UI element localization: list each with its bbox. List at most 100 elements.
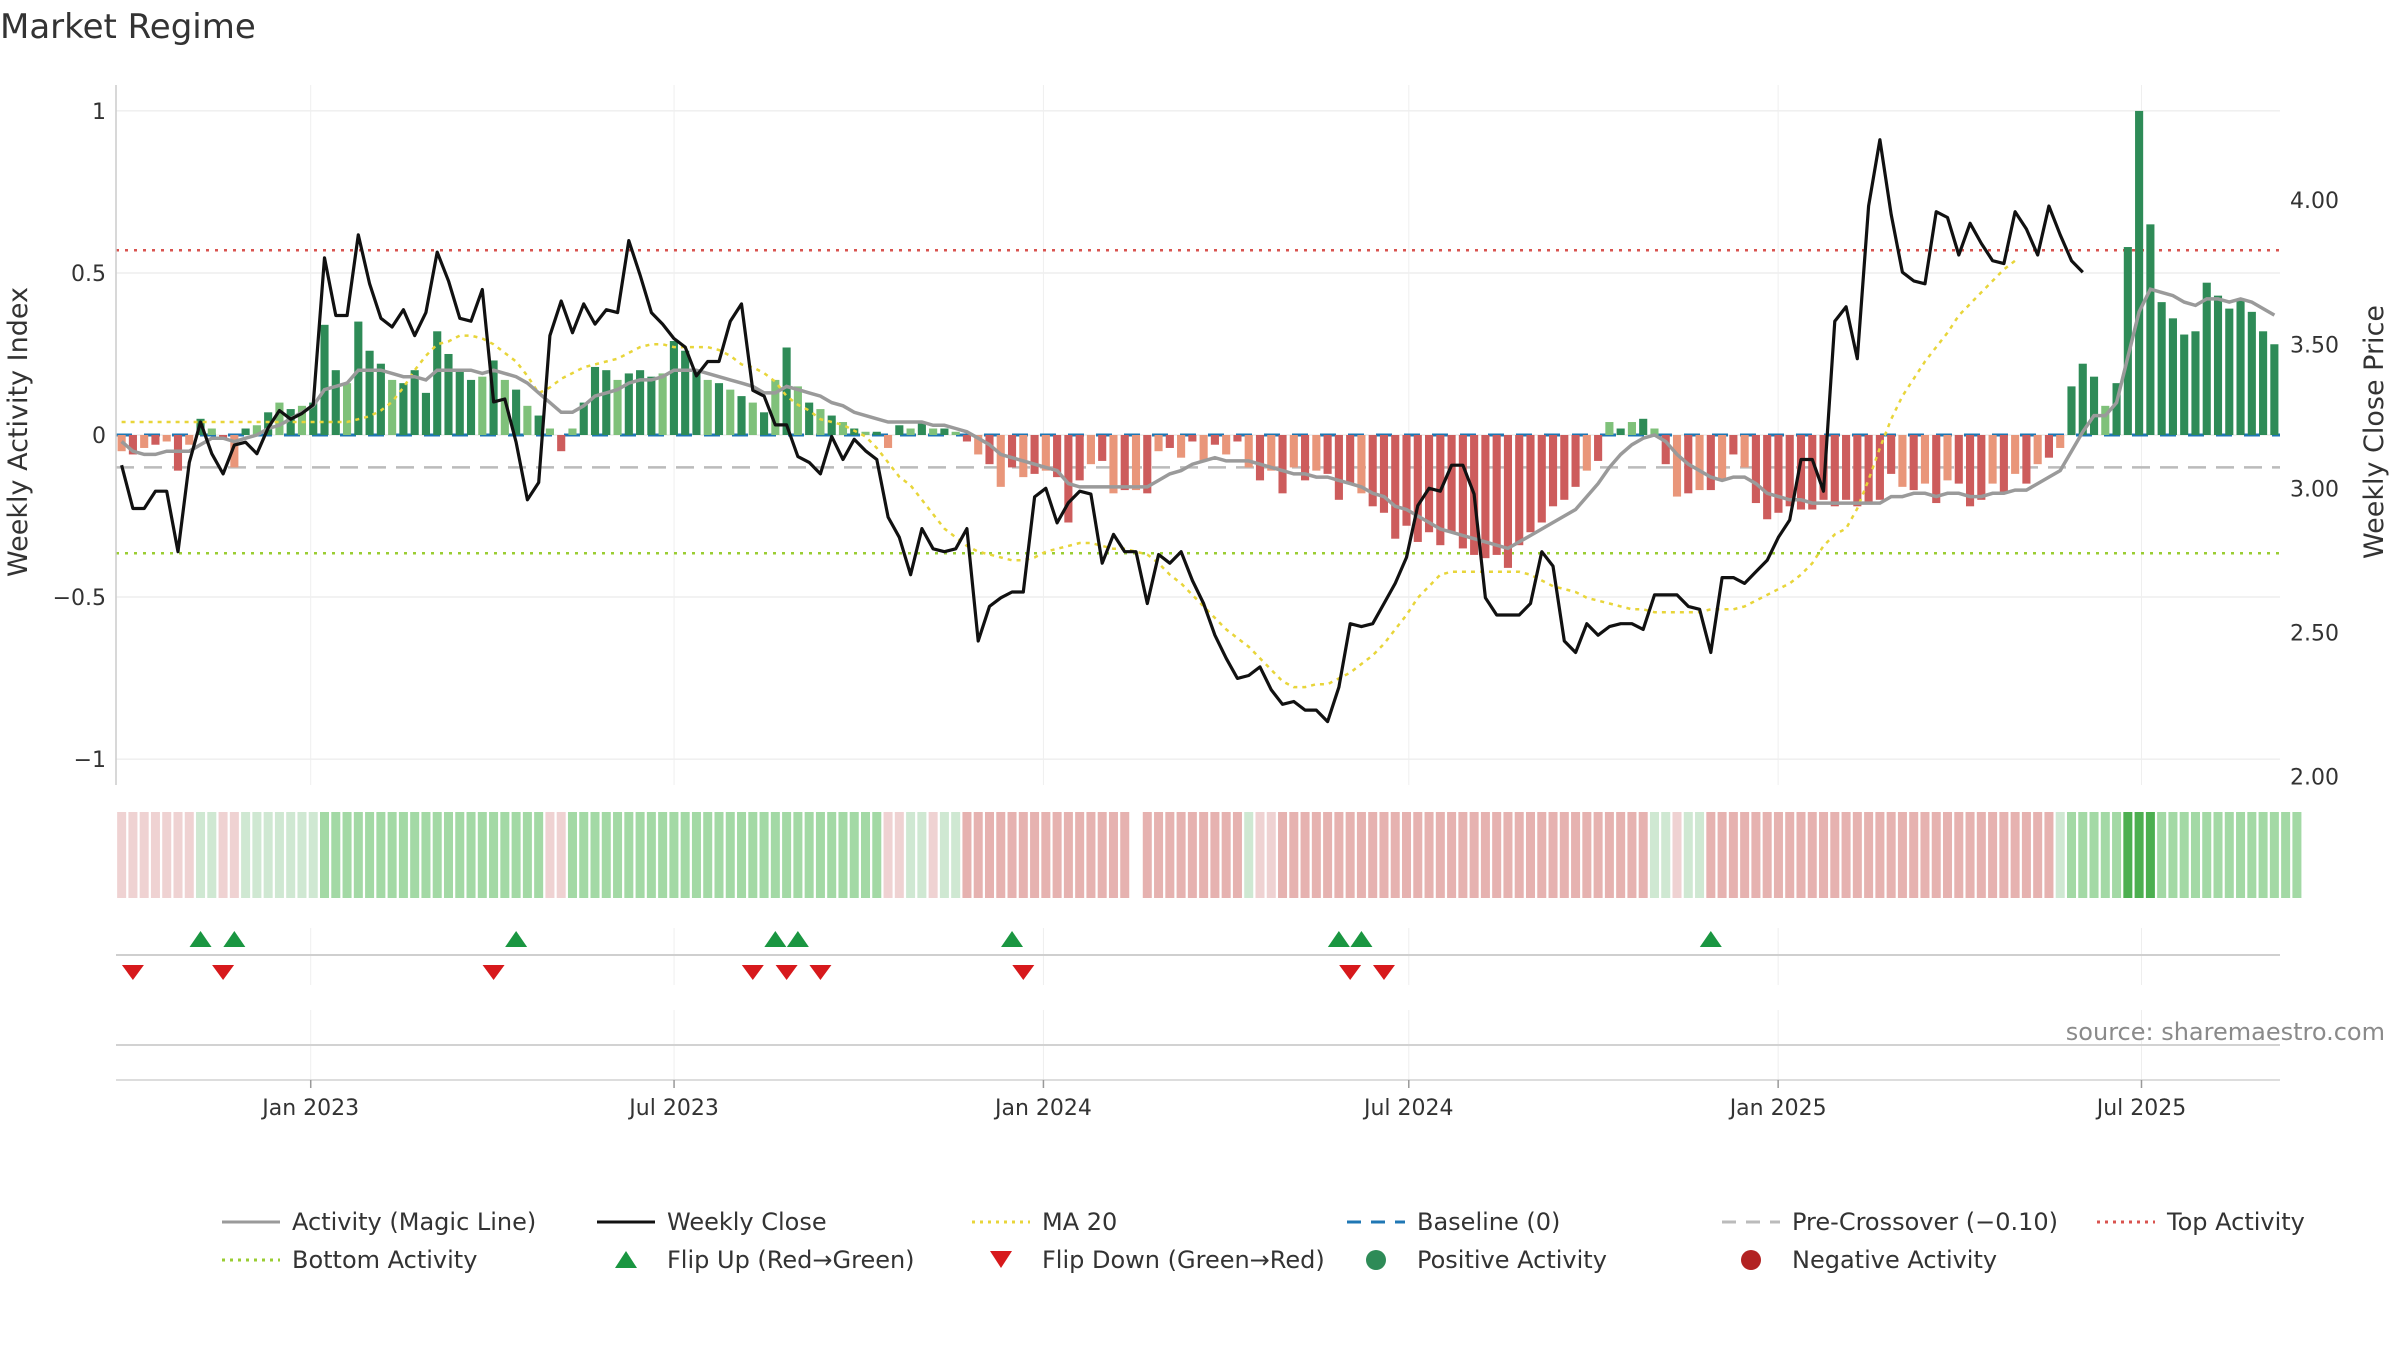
negative-activity-bar bbox=[1988, 435, 1997, 484]
negative-activity-bar bbox=[1774, 435, 1783, 513]
positive-activity-bar bbox=[207, 428, 216, 435]
regime-strip-cell bbox=[748, 812, 758, 898]
negative-activity-bar bbox=[1301, 435, 1310, 481]
regime-strip-cell bbox=[466, 812, 476, 898]
positive-activity-bar bbox=[748, 402, 757, 435]
positive-activity-bar bbox=[2213, 295, 2223, 435]
regime-strip-cell bbox=[1683, 812, 1693, 898]
regime-strip-cell bbox=[1943, 812, 1953, 898]
regime-strip-cell bbox=[703, 812, 713, 898]
regime-strip-cell bbox=[1728, 812, 1738, 898]
regime-strip-cell bbox=[849, 812, 859, 898]
y-right-tick-label: 3.00 bbox=[2290, 477, 2339, 502]
negative-activity-bar bbox=[1830, 435, 1839, 507]
flip-down-marker bbox=[775, 965, 798, 980]
positive-activity-bar bbox=[286, 409, 295, 435]
y-right-tick-label: 2.50 bbox=[2290, 621, 2339, 646]
positive-activity-bar bbox=[2078, 363, 2087, 435]
x-axis-ticks: Jan 2023 Jul 2023 Jan 2024 Jul 2024 Jan 2025… bbox=[260, 1080, 2186, 1121]
regime-strip-cell bbox=[1311, 812, 1321, 898]
regime-strip-cell bbox=[410, 812, 420, 898]
regime-strip-cell bbox=[139, 812, 149, 898]
negative-activity-bar bbox=[1718, 435, 1727, 481]
regime-strip-cell bbox=[962, 812, 972, 898]
flip-up-marker bbox=[1350, 931, 1373, 947]
regime-strip-cell bbox=[1525, 812, 1535, 898]
negative-activity-bar bbox=[1695, 435, 1704, 491]
negative-activity-bar bbox=[1131, 435, 1141, 491]
legend-swatch bbox=[615, 1251, 637, 1268]
y-left-label: Weekly Activity Index bbox=[3, 287, 34, 577]
regime-strip-cell bbox=[2100, 812, 2110, 898]
positive-activity-bar bbox=[331, 370, 340, 435]
negative-activity-bar bbox=[883, 435, 893, 448]
regime-strip-cell bbox=[150, 812, 160, 898]
positive-activity-bar bbox=[2101, 405, 2110, 435]
regime-strip-cell bbox=[996, 812, 1006, 898]
negative-activity-bar bbox=[1233, 435, 1242, 442]
regime-strip-cell bbox=[635, 812, 645, 898]
positive-activity-bar bbox=[681, 350, 690, 435]
positive-activity-bar bbox=[1627, 422, 1636, 435]
regime-strip-cell bbox=[1559, 812, 1569, 898]
regime-strip-cell bbox=[274, 812, 284, 898]
regime-strip-cell bbox=[1819, 812, 1829, 898]
regime-strip-cell bbox=[951, 812, 961, 898]
x-tick-label: Jul 2024 bbox=[1362, 1096, 1454, 1121]
regime-strip-cell bbox=[241, 812, 251, 898]
negative-activity-bar bbox=[1763, 435, 1772, 520]
positive-activity-bar bbox=[692, 370, 701, 435]
negative-activity-bar bbox=[1177, 435, 1186, 458]
negative-activity-bar bbox=[1165, 435, 1174, 448]
regime-strip-cell bbox=[331, 812, 341, 898]
regime-strip-cell bbox=[1413, 812, 1423, 898]
regime-strip-cell bbox=[1255, 812, 1265, 898]
regime-strip-cell bbox=[320, 812, 330, 898]
legend-item: Bottom Activity bbox=[222, 1246, 477, 1274]
positive-activity-bar bbox=[2123, 247, 2132, 435]
regime-strip-cell bbox=[1435, 812, 1445, 898]
legend-swatch bbox=[990, 1251, 1012, 1268]
regime-strip-cell bbox=[1368, 812, 1378, 898]
legend-item: Weekly Close bbox=[597, 1208, 827, 1236]
negative-activity-bar bbox=[1515, 435, 1524, 546]
positive-activity-bar bbox=[805, 402, 814, 435]
positive-activity-bar bbox=[895, 425, 904, 435]
flip-up-marker bbox=[189, 931, 212, 947]
positive-activity-bar bbox=[1639, 418, 1648, 435]
regime-strip-cell bbox=[984, 812, 994, 898]
positive-activity-bar bbox=[793, 386, 802, 435]
legend-item: Negative Activity bbox=[1741, 1246, 1997, 1274]
flip-down-marker bbox=[482, 965, 505, 980]
positive-activity-bar bbox=[703, 379, 712, 435]
regime-strip-cell bbox=[894, 812, 904, 898]
regime-strip-cell bbox=[1875, 812, 1885, 898]
regime-strip-cell bbox=[263, 812, 273, 898]
negative-activity-bar bbox=[1413, 435, 1422, 542]
flip-down-marker bbox=[212, 965, 235, 980]
regime-strip-cell bbox=[1244, 812, 1254, 898]
negative-activity-bar bbox=[1796, 435, 1806, 510]
negative-activity-bar bbox=[1244, 435, 1253, 468]
regime-strip-cell bbox=[658, 812, 668, 898]
regime-strip-cell bbox=[1841, 812, 1851, 898]
positive-activity-bar bbox=[478, 376, 487, 435]
negative-activity-bar bbox=[140, 435, 149, 448]
regime-strip-cell bbox=[1030, 812, 1040, 898]
regime-strip-cell bbox=[1886, 812, 1896, 898]
regime-strip-cell bbox=[646, 812, 656, 898]
regime-strip-cell bbox=[1199, 812, 1209, 898]
regime-strip-cell bbox=[680, 812, 690, 898]
positive-activity-bar bbox=[241, 428, 250, 435]
negative-activity-bar bbox=[1334, 435, 1343, 500]
negative-activity-bar bbox=[1706, 435, 1715, 491]
activity-bars bbox=[117, 110, 2279, 568]
positive-activity-bar bbox=[264, 412, 273, 435]
regime-strip-cell bbox=[782, 812, 792, 898]
negative-activity-bar bbox=[2022, 435, 2031, 484]
regime-strip-cell bbox=[432, 812, 442, 898]
flip-markers-panel bbox=[116, 928, 2280, 985]
regime-strip-cell bbox=[579, 812, 589, 898]
regime-strip-cell bbox=[624, 812, 634, 898]
